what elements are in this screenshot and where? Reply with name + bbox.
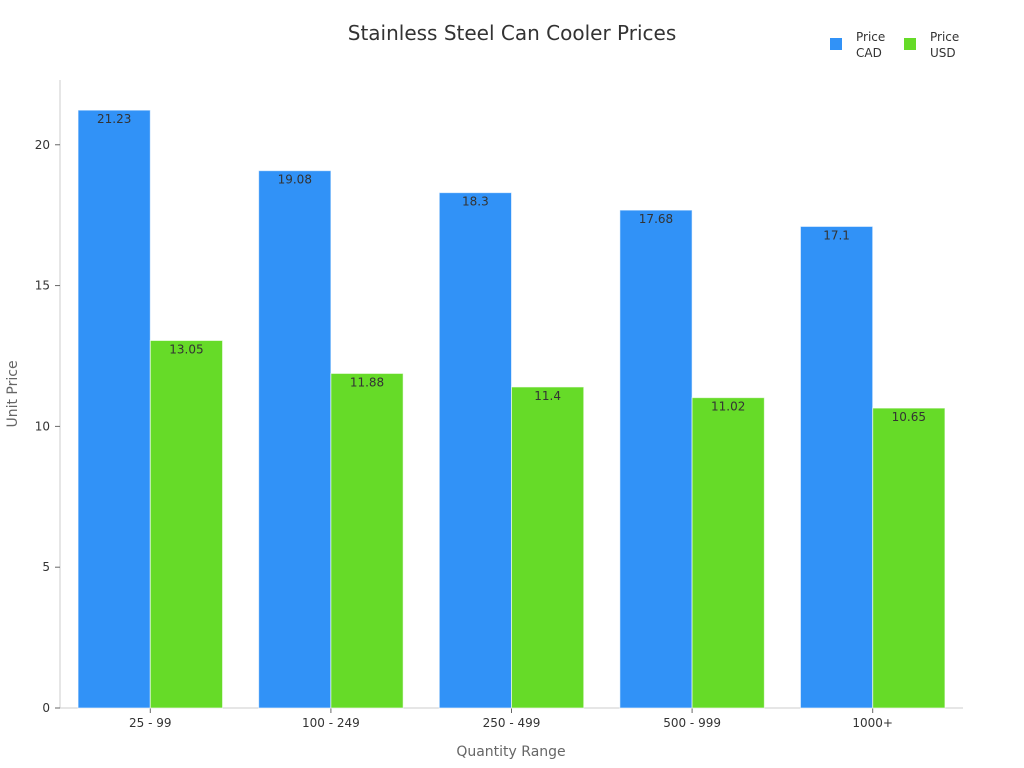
chart-title: Stainless Steel Can Cooler Prices — [348, 21, 677, 45]
data-label: 11.88 — [350, 375, 384, 389]
data-label: 21.23 — [97, 112, 131, 126]
data-label: 11.4 — [534, 389, 561, 403]
x-tick-label: 1000+ — [852, 716, 893, 730]
x-tick-label: 100 - 249 — [302, 716, 360, 730]
x-tick-label: 250 - 499 — [483, 716, 541, 730]
y-tick-label: 10 — [35, 419, 50, 433]
bar-usd — [511, 386, 585, 709]
y-axis-label: Unit Price — [5, 360, 21, 427]
data-label: 13.05 — [169, 342, 203, 356]
x-axis-label: Quantity Range — [456, 744, 565, 760]
bars — [77, 109, 946, 709]
bar-usd — [872, 407, 946, 709]
y-tick-label: 0 — [42, 701, 50, 715]
bar-cad — [77, 109, 151, 709]
y-tick-label: 20 — [35, 138, 50, 152]
legend: Price CAD Price USD — [830, 30, 959, 60]
data-label: 19.08 — [278, 173, 312, 187]
data-labels: 21.23 13.05 19.08 11.88 18.3 11.4 17.68 11.02 17… — [97, 112, 926, 424]
x-tick-label: 500 - 999 — [663, 716, 721, 730]
data-label: 17.68 — [639, 212, 673, 226]
bar-cad — [619, 209, 693, 709]
bar-usd — [330, 372, 404, 709]
bar-cad — [258, 170, 332, 709]
bar-cad — [438, 192, 513, 709]
data-label: 10.65 — [892, 410, 926, 424]
data-label: 18.3 — [462, 195, 489, 209]
bar-cad — [799, 225, 874, 709]
legend-swatch — [904, 38, 916, 50]
bar-usd — [691, 397, 765, 709]
data-label: 17.1 — [823, 228, 850, 242]
bar-usd — [149, 339, 224, 709]
x-tick-label: 25 - 99 — [129, 716, 172, 730]
legend-label: Price CAD — [856, 30, 885, 60]
y-tick-label: 15 — [35, 279, 50, 293]
data-label: 11.02 — [711, 400, 745, 414]
legend-label: Price USD — [930, 30, 959, 60]
legend-swatch — [830, 38, 842, 50]
y-tick-label: 5 — [42, 560, 50, 574]
